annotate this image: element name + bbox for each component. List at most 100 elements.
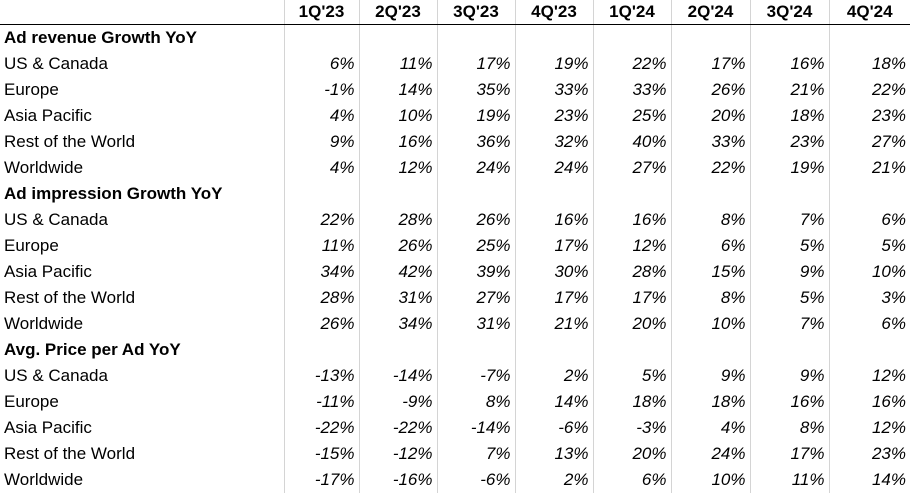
value-cell[interactable]: 34%: [359, 311, 438, 337]
value-cell[interactable]: 17%: [593, 285, 672, 311]
value-cell[interactable]: 17%: [437, 51, 516, 77]
value-cell[interactable]: 26%: [671, 77, 751, 103]
value-cell[interactable]: 19%: [515, 51, 594, 77]
quarter-header[interactable]: 4Q'24: [829, 0, 910, 25]
value-cell[interactable]: 6%: [671, 233, 751, 259]
empty-cell[interactable]: [359, 24, 438, 51]
empty-cell[interactable]: [829, 181, 910, 207]
value-cell[interactable]: 19%: [750, 155, 830, 181]
value-cell[interactable]: 15%: [671, 259, 751, 285]
value-cell[interactable]: 20%: [671, 103, 751, 129]
value-cell[interactable]: 5%: [750, 285, 830, 311]
empty-cell[interactable]: [750, 337, 830, 363]
empty-cell[interactable]: [515, 24, 594, 51]
value-cell[interactable]: 17%: [515, 233, 594, 259]
value-cell[interactable]: 31%: [359, 285, 438, 311]
value-cell[interactable]: 23%: [871, 444, 906, 463]
value-cell[interactable]: 18%: [871, 54, 906, 73]
value-cell[interactable]: 11%: [284, 233, 360, 259]
value-cell[interactable]: 11%: [750, 467, 830, 493]
empty-cell[interactable]: [750, 24, 830, 51]
value-cell[interactable]: 5%: [593, 363, 672, 389]
value-cell[interactable]: 26%: [359, 233, 438, 259]
value-cell[interactable]: 22%: [871, 80, 906, 99]
quarter-header[interactable]: 2Q'23: [359, 0, 438, 25]
value-cell[interactable]: 18%: [593, 389, 672, 415]
value-cell[interactable]: 28%: [284, 285, 360, 311]
value-cell[interactable]: 10%: [671, 467, 751, 493]
region-label-cell[interactable]: Rest of the World: [0, 285, 285, 311]
value-cell[interactable]: 21%: [515, 311, 594, 337]
value-cell[interactable]: 33%: [671, 129, 751, 155]
empty-cell[interactable]: [515, 181, 594, 207]
value-cell[interactable]: -3%: [593, 415, 672, 441]
value-cell[interactable]: 30%: [515, 259, 594, 285]
value-cell[interactable]: 22%: [593, 51, 672, 77]
value-cell[interactable]: -22%: [359, 415, 438, 441]
value-cell[interactable]: 23%: [871, 106, 906, 125]
value-cell[interactable]: -11%: [284, 389, 360, 415]
value-cell[interactable]: 42%: [359, 259, 438, 285]
quarter-header[interactable]: 3Q'24: [750, 0, 830, 25]
value-cell[interactable]: 6%: [284, 51, 360, 77]
empty-cell[interactable]: [284, 181, 360, 207]
empty-cell[interactable]: [284, 24, 360, 51]
value-cell[interactable]: -14%: [437, 415, 516, 441]
empty-cell[interactable]: [437, 181, 516, 207]
value-cell[interactable]: 27%: [437, 285, 516, 311]
value-cell[interactable]: 23%: [515, 103, 594, 129]
empty-cell[interactable]: [671, 181, 751, 207]
value-cell[interactable]: 24%: [671, 441, 751, 467]
empty-cell[interactable]: [437, 24, 516, 51]
value-cell[interactable]: 13%: [515, 441, 594, 467]
value-cell[interactable]: 12%: [871, 418, 906, 437]
value-cell[interactable]: 25%: [593, 103, 672, 129]
value-cell[interactable]: 18%: [750, 103, 830, 129]
value-cell[interactable]: 35%: [437, 77, 516, 103]
value-cell[interactable]: 3%: [881, 288, 906, 307]
value-cell[interactable]: 7%: [750, 311, 830, 337]
value-cell[interactable]: 9%: [750, 259, 830, 285]
region-label-cell[interactable]: Rest of the World: [0, 441, 285, 467]
value-cell[interactable]: 5%: [750, 233, 830, 259]
quarter-header[interactable]: 3Q'23: [437, 0, 516, 25]
value-cell[interactable]: -17%: [284, 467, 360, 493]
value-cell[interactable]: 17%: [750, 441, 830, 467]
value-cell[interactable]: 39%: [437, 259, 516, 285]
value-cell[interactable]: 7%: [750, 207, 830, 233]
value-cell[interactable]: -13%: [284, 363, 360, 389]
value-cell[interactable]: 16%: [515, 207, 594, 233]
value-cell[interactable]: -22%: [284, 415, 360, 441]
value-cell[interactable]: 24%: [515, 155, 594, 181]
value-cell[interactable]: 8%: [750, 415, 830, 441]
region-label-cell[interactable]: Europe: [0, 77, 285, 103]
value-cell[interactable]: 33%: [593, 77, 672, 103]
value-cell[interactable]: 23%: [750, 129, 830, 155]
region-label-cell[interactable]: Worldwide: [0, 467, 285, 493]
value-cell[interactable]: -16%: [359, 467, 438, 493]
value-cell[interactable]: 12%: [593, 233, 672, 259]
value-cell[interactable]: 31%: [437, 311, 516, 337]
region-label-cell[interactable]: Asia Pacific: [0, 103, 285, 129]
region-label-cell[interactable]: Worldwide: [0, 155, 285, 181]
value-cell[interactable]: 22%: [284, 207, 360, 233]
empty-cell[interactable]: [593, 337, 672, 363]
value-cell[interactable]: 8%: [671, 285, 751, 311]
value-cell[interactable]: 21%: [871, 158, 906, 177]
empty-cell[interactable]: [671, 24, 751, 51]
value-cell[interactable]: 8%: [671, 207, 751, 233]
value-cell[interactable]: 11%: [359, 51, 438, 77]
region-label-cell[interactable]: Rest of the World: [0, 129, 285, 155]
region-label-cell[interactable]: Asia Pacific: [0, 259, 285, 285]
value-cell[interactable]: 14%: [359, 77, 438, 103]
empty-cell[interactable]: [284, 337, 360, 363]
value-cell[interactable]: 14%: [515, 389, 594, 415]
empty-cell[interactable]: [829, 25, 910, 52]
value-cell[interactable]: 17%: [515, 285, 594, 311]
value-cell[interactable]: 27%: [871, 132, 906, 151]
region-label-cell[interactable]: Europe: [0, 233, 285, 259]
value-cell[interactable]: -9%: [359, 389, 438, 415]
empty-cell[interactable]: [359, 337, 438, 363]
region-label-cell[interactable]: Asia Pacific: [0, 415, 285, 441]
region-label-cell[interactable]: Europe: [0, 389, 285, 415]
